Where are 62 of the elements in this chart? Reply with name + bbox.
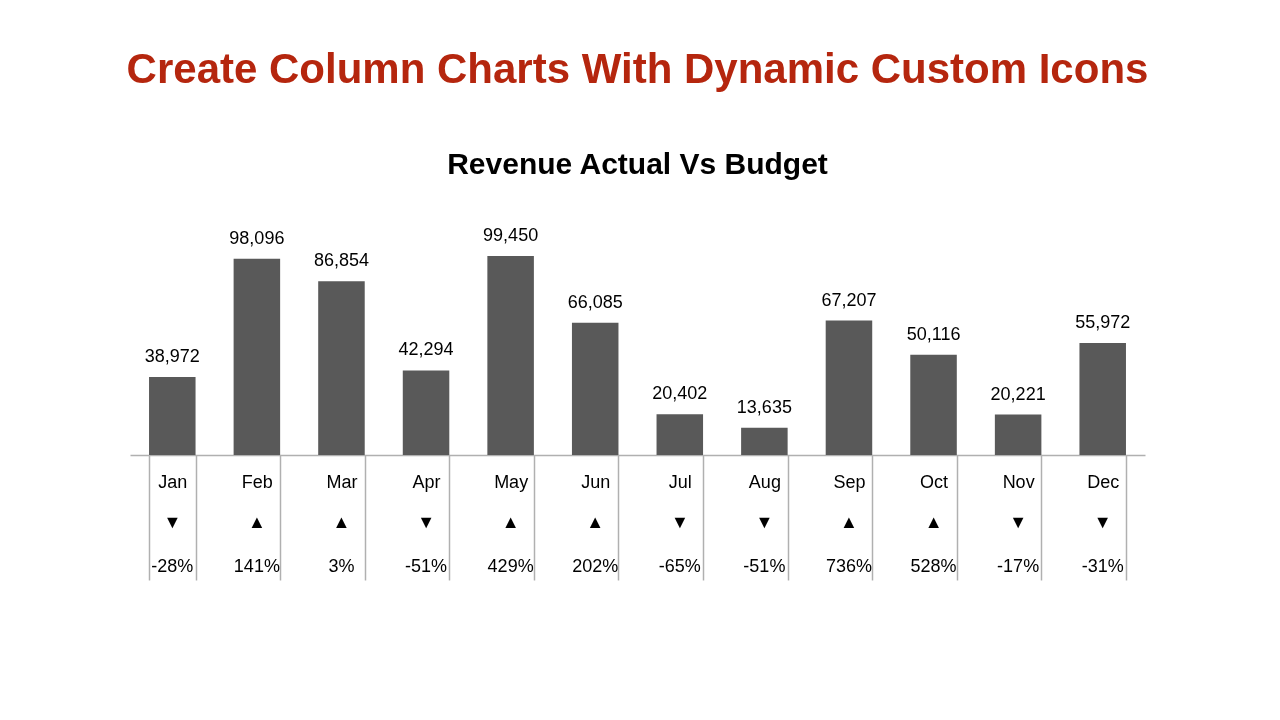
bar [402,370,450,455]
text: ▲ [247,512,266,532]
data-label: 86,854 [313,250,369,271]
text: ▼ [1093,512,1112,532]
data-label: 20,402 [652,383,708,404]
bar [149,377,196,455]
text: ▲ [586,512,605,532]
data-label: 20,221 [990,383,1046,404]
text: 141% [233,556,280,576]
data-label: 13,635 [736,396,792,417]
data-label: 55,972 [1075,312,1131,333]
text: ▼ [755,512,774,532]
bar [318,281,365,455]
x-tick-label: Oct [920,471,949,492]
text: 736% [825,556,872,576]
bar [656,414,704,455]
text: ▼ [670,512,689,532]
text: ▲ [924,512,943,532]
chart-subtitle: Revenue Actual Vs Budget [447,147,828,181]
chart-title: Create Column Charts With Dynamic Custom Icons [126,45,1149,93]
text: -28% [151,556,194,576]
text: 202% [572,556,619,576]
text: ▲ [501,512,520,532]
x-tick-label: Nov [1002,471,1035,492]
x-tick-label: Aug [748,471,781,492]
x-tick-label: Dec [1087,471,1120,492]
text: ▼ [163,512,182,532]
bar [487,256,534,455]
text: -51% [743,556,786,576]
x-tick-label: Mar [326,471,358,492]
text: -51% [405,556,448,576]
bar [233,258,281,455]
text: ▼ [1009,512,1028,532]
x-tick-label: Apr [412,471,441,492]
data-label: 67,207 [821,289,877,310]
text: 429% [487,556,534,576]
text: ▼ [417,512,435,532]
x-tick-label: Jan [158,471,188,492]
data-label: 99,450 [483,225,539,246]
text: ▲ [332,512,351,532]
text: -65% [658,556,701,576]
x-tick-label: Jul [668,471,692,492]
bar [910,354,957,455]
bar [1079,343,1126,455]
data-label: 98,096 [229,227,285,248]
bar [825,320,873,455]
data-label: 42,294 [398,339,454,360]
data-label: 50,116 [906,323,961,344]
x-tick-label: Jun [581,471,611,492]
x-tick-label: Sep [833,471,866,492]
data-label: 66,085 [567,291,623,312]
text: 528% [910,556,957,576]
x-tick-label: May [494,471,529,492]
text: -17% [997,556,1040,576]
bar [741,427,788,455]
text: ▲ [840,512,858,532]
text: -31% [1081,556,1124,576]
x-tick-label: Feb [241,471,273,492]
bar [994,414,1042,455]
text: 3% [328,556,355,576]
data-label: 38,972 [144,346,200,367]
bar [571,322,619,455]
